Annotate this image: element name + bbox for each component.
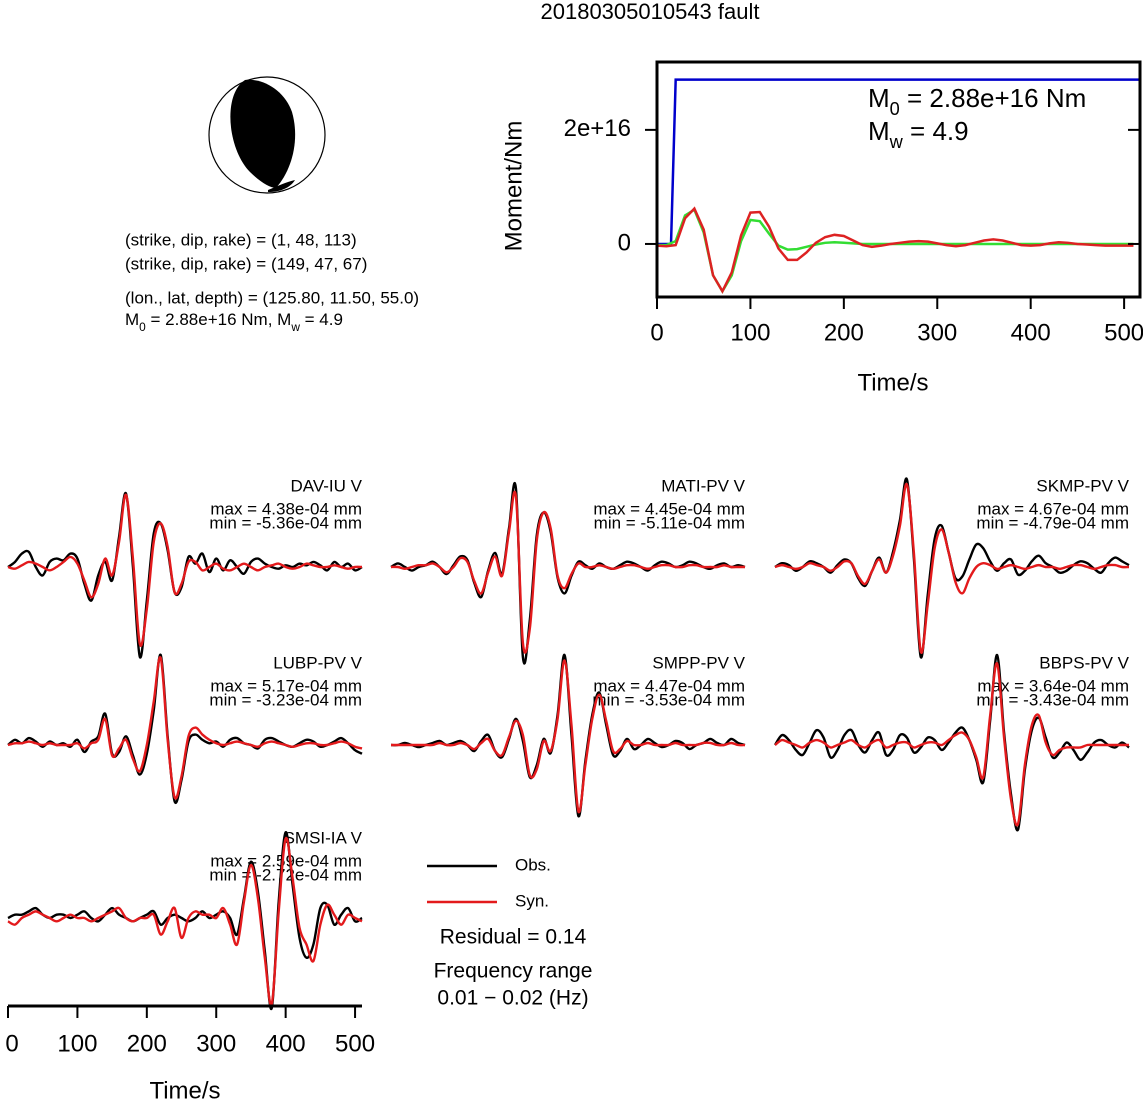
- syn-trace: [774, 662, 1129, 827]
- min-label: min = -3.43e-04 mm: [976, 690, 1129, 709]
- x-tick-label: 100: [730, 319, 770, 346]
- min-label: min = -3.23e-04 mm: [209, 690, 362, 709]
- compressional-quadrant: [230, 79, 296, 188]
- x-tick-label: 400: [266, 1030, 306, 1057]
- x-tick-label: 0: [650, 319, 663, 346]
- text-part: 0: [890, 99, 900, 119]
- y-axis-label: Moment/Nm: [500, 121, 527, 252]
- x-tick-label: 500: [335, 1030, 375, 1057]
- compressional-quadrant: [268, 180, 295, 192]
- x-tick-label: 300: [196, 1030, 236, 1057]
- mechanism-line: (strike, dip, rake) = (1, 48, 113): [125, 230, 357, 249]
- x-tick-label: 200: [127, 1030, 167, 1057]
- x-tick-label: 300: [917, 319, 957, 346]
- max-label: max = 4.45e-04 mm: [593, 499, 745, 518]
- station-name: BBPS-PV V: [1039, 653, 1129, 672]
- legend-label: Syn.: [515, 891, 549, 910]
- syn-trace: [391, 659, 746, 814]
- text-part: = 2.88e+16 Nm: [900, 83, 1086, 113]
- syn-trace: [7, 493, 363, 648]
- text-part: = 4.9: [300, 310, 343, 329]
- y-tick-label: 0: [618, 229, 631, 256]
- figure-title: 20180305010543 fault: [541, 0, 760, 24]
- moment-line: M0 = 2.88e+16 Nm, Mw = 4.9: [125, 310, 343, 334]
- text-part: 0: [139, 320, 146, 334]
- station-name: SMPP-PV V: [652, 653, 745, 672]
- min-label: min = -2.72e-04 mm: [209, 865, 362, 884]
- mechanism-line: (strike, dip, rake) = (149, 47, 67): [125, 254, 367, 273]
- x-tick-label: 500: [1104, 319, 1143, 346]
- legend-label: Obs.: [515, 855, 551, 874]
- text-part: M: [125, 310, 139, 329]
- moment-annotation: Mw = 4.9: [868, 116, 969, 152]
- moment-curve: [656, 206, 1134, 294]
- frequency-range: 0.01 − 0.02 (Hz): [437, 987, 588, 1010]
- residual: Residual = 0.14: [440, 926, 587, 949]
- min-label: min = -4.79e-04 mm: [976, 513, 1129, 532]
- station-name: MATI-PV V: [661, 476, 745, 495]
- station-name: SMSI-IA V: [284, 828, 363, 847]
- min-label: min = -5.36e-04 mm: [209, 513, 362, 532]
- y-tick-label: 2e+16: [564, 115, 631, 142]
- min-label: min = -5.11e-04 mm: [594, 513, 745, 532]
- beachball: [208, 76, 326, 194]
- text-part: M: [868, 116, 890, 146]
- max-label: max = 2.59e-04 mm: [210, 851, 362, 870]
- syn-trace: [7, 836, 363, 1007]
- max-label: max = 4.38e-04 mm: [210, 499, 362, 518]
- station-name: LUBP-PV V: [273, 653, 362, 672]
- plot-frame: [655, 60, 1142, 299]
- station-name: SKMP-PV V: [1036, 476, 1129, 495]
- text-part: = 4.9: [903, 116, 969, 146]
- text-part: w: [290, 320, 300, 334]
- max-label: max = 5.17e-04 mm: [210, 676, 362, 695]
- x-tick-label: 0: [5, 1030, 18, 1057]
- syn-trace: [774, 483, 1130, 655]
- x-axis-label: Time/s: [149, 1077, 220, 1104]
- legend: Obs. Syn.: [427, 855, 551, 910]
- mechanism-line: (lon., lat, depth) = (125.80, 11.50, 55.…: [125, 288, 419, 307]
- x-axis-label: Time/s: [857, 369, 928, 396]
- station-name: DAV-IU V: [291, 476, 363, 495]
- max-label: max = 3.64e-04 mm: [977, 676, 1129, 695]
- max-label: max = 4.67e-04 mm: [977, 499, 1129, 518]
- text-part: = 2.88e+16 Nm, M: [146, 310, 292, 329]
- x-tick-label: 400: [1011, 319, 1051, 346]
- syn-trace: [390, 490, 745, 654]
- text-part: M: [868, 83, 890, 113]
- moment-annotation: M0 = 2.88e+16 Nm: [868, 83, 1086, 119]
- text-part: w: [889, 132, 904, 152]
- syn-trace: [7, 656, 363, 800]
- max-label: max = 4.47e-04 mm: [593, 676, 745, 695]
- x-tick-label: 100: [57, 1030, 97, 1057]
- min-label: min = -3.53e-04 mm: [592, 690, 745, 709]
- frequency-range: Frequency range: [434, 960, 593, 983]
- x-tick-label: 200: [824, 319, 864, 346]
